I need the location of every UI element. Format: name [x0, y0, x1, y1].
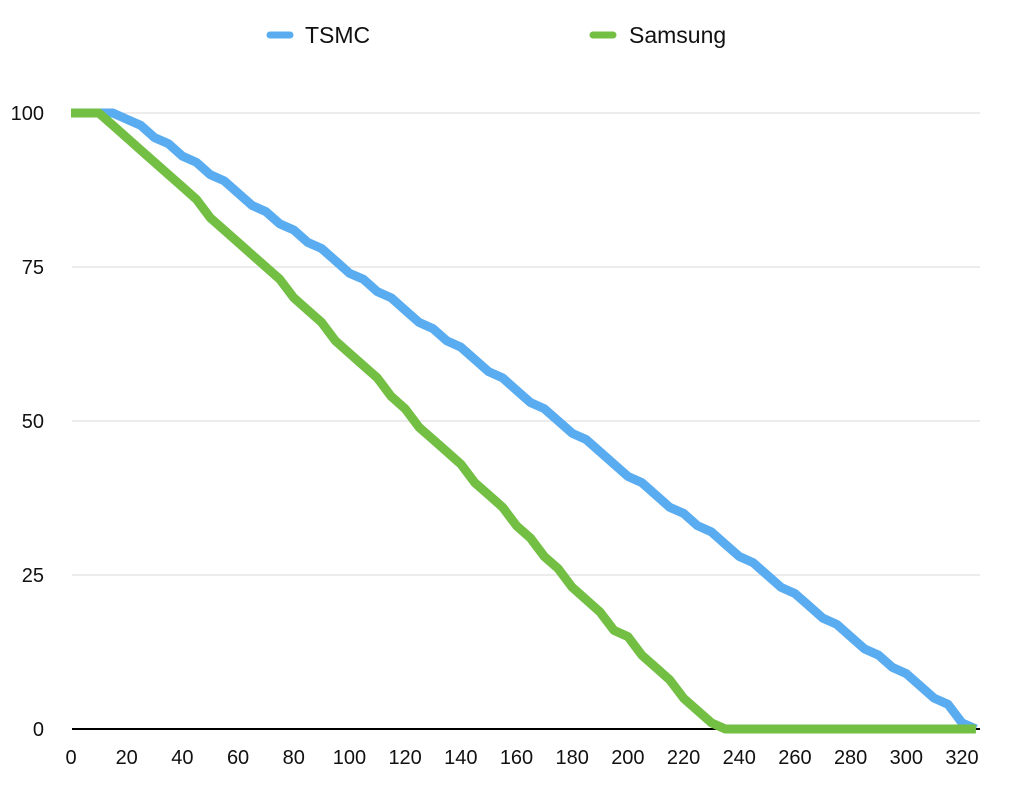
x-tick-label: 140 [444, 747, 477, 769]
x-tick-label: 200 [611, 747, 644, 769]
x-tick-label: 220 [667, 747, 700, 769]
x-tick-label: 320 [945, 747, 978, 769]
gridlines [72, 112, 980, 730]
series-layer [71, 108, 978, 734]
y-tick-label: 100 [11, 103, 44, 125]
legend-label: Samsung [629, 22, 726, 48]
y-tick-label: 50 [22, 411, 44, 433]
y-tick-label: 0 [33, 719, 44, 741]
x-tick-label: 240 [723, 747, 756, 769]
y-axis: 0 25 50 75 100 [11, 103, 44, 741]
y-tick-label: 25 [22, 565, 44, 587]
legend-item-tsmc: TSMC [266, 22, 370, 48]
legend-item-samsung: Samsung [589, 22, 726, 48]
y-tick-label: 75 [22, 257, 44, 279]
x-axis: 0 20 40 60 80 100 120 140 160 180 200 220 240 260 280 3… [65, 747, 978, 769]
x-tick-label: 300 [890, 747, 923, 769]
series-line-samsung [71, 108, 976, 734]
x-tick-label: 80 [283, 747, 305, 769]
x-tick-label: 260 [778, 747, 811, 769]
legend: TSMC Samsung [266, 22, 726, 48]
x-tick-label: 0 [65, 747, 76, 769]
x-tick-label: 100 [333, 747, 366, 769]
x-tick-label: 160 [500, 747, 533, 769]
legend-label: TSMC [305, 22, 370, 48]
x-tick-label: 60 [227, 747, 249, 769]
x-tick-label: 180 [556, 747, 589, 769]
series-line-tsmc [71, 108, 978, 734]
x-tick-label: 120 [388, 747, 421, 769]
x-tick-label: 20 [116, 747, 138, 769]
x-tick-label: 280 [834, 747, 867, 769]
x-tick-label: 40 [171, 747, 193, 769]
